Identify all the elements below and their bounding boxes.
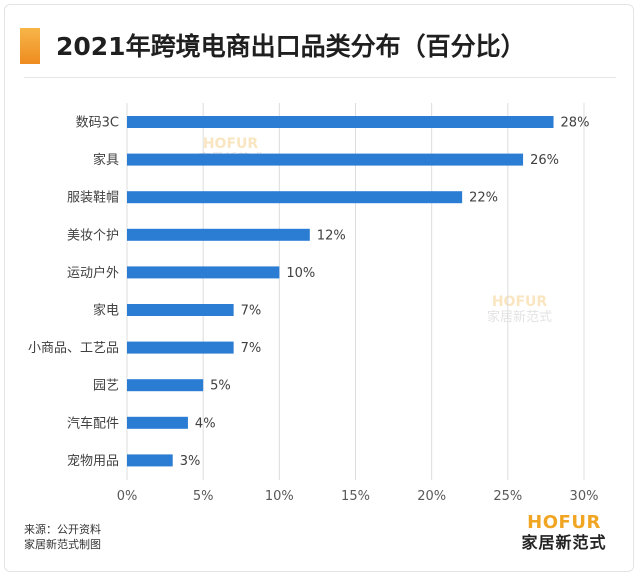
bar [127,454,173,467]
bar [127,153,524,166]
category-label: 家电 [93,303,119,319]
data-label: 4% [195,416,216,431]
category-label: 小商品、工艺品 [28,341,119,356]
title-accent-bar [20,28,40,64]
bar [127,416,188,429]
data-label: 7% [241,341,262,356]
category-label: 数码3C [76,116,119,131]
category-label: 美妆个护 [67,228,119,243]
category-label: 运动户外 [67,265,119,281]
x-tick-label: 20% [417,489,446,504]
brand-logo-en: HOFUR [527,512,601,533]
category-label: 家具 [93,152,119,168]
data-label: 28% [561,116,590,131]
bar [127,116,554,128]
x-tick-label: 15% [341,489,370,504]
data-label: 12% [317,228,346,243]
bar [127,379,204,392]
bar [127,304,234,316]
bar [127,191,463,204]
data-label: 10% [286,266,315,281]
bar [127,341,234,354]
bar [127,266,280,279]
data-label: 22% [469,191,498,206]
bar [127,228,310,241]
brand-logo-cn: 家居新范式 [521,533,607,552]
category-label: 园艺 [93,379,119,394]
category-label: 宠物用品 [67,453,119,469]
x-tick-label: 5% [193,489,214,504]
data-label: 5% [210,379,231,394]
source-line: 来源：公开资料 [24,523,101,536]
title-divider [24,77,616,78]
x-tick-label: 30% [570,489,599,504]
data-label: 7% [241,304,262,319]
category-label: 汽车配件 [67,415,119,431]
credit-line: 家居新范式制图 [24,538,101,551]
category-label: 服装鞋帽 [67,190,119,206]
chart-card [4,4,634,572]
brand-logo: HOFUR 家居新范式 [516,513,612,553]
x-tick-label: 0% [117,489,138,504]
data-label: 26% [530,153,559,168]
chart-title: 2021年跨境电商出口品类分布（百分比） [56,32,526,61]
x-tick-label: 25% [493,489,522,504]
data-label: 3% [180,454,201,469]
x-tick-label: 10% [265,489,294,504]
source-note: 来源：公开资料 家居新范式制图 [24,522,101,552]
